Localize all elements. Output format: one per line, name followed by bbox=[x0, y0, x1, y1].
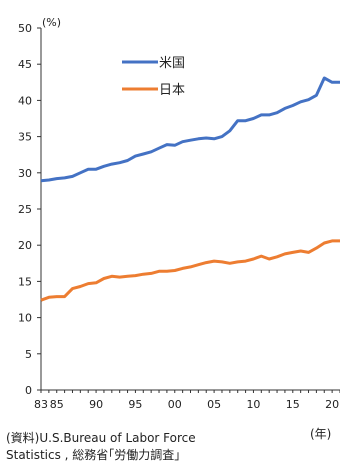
x-tick-label: 00 bbox=[168, 398, 182, 411]
x-tick-label: 05 bbox=[207, 398, 221, 411]
y-tick-label: 10 bbox=[18, 312, 32, 325]
x-tick-label: 90 bbox=[89, 398, 103, 411]
series-line-usa bbox=[40, 76, 340, 183]
x-axis-unit-label: (年) bbox=[310, 427, 332, 441]
y-tick-label: 40 bbox=[18, 94, 32, 107]
y-tick-label: 5 bbox=[25, 348, 32, 361]
legend-label-usa: 米国 bbox=[159, 56, 185, 71]
source-note-line-2: Statistics , 総務省｢労働力調査｣ bbox=[6, 448, 181, 462]
y-tick-label: 35 bbox=[18, 131, 32, 144]
legend-label-japan: 日本 bbox=[159, 83, 185, 98]
x-tick-label: 10 bbox=[246, 398, 260, 411]
source-note-line-1: (資料)U.S.Bureau of Labor Force bbox=[6, 431, 196, 445]
x-tick-label: 95 bbox=[128, 398, 142, 411]
series-line-japan bbox=[40, 239, 340, 302]
x-tick-label: 85 bbox=[50, 398, 64, 411]
y-tick-label: 20 bbox=[18, 239, 32, 252]
y-tick-label: 45 bbox=[18, 58, 32, 71]
y-tick-label: 15 bbox=[18, 275, 32, 288]
y-tick-label: 50 bbox=[18, 22, 32, 35]
y-axis-label: (%) bbox=[42, 16, 61, 29]
x-tick-label: 20 bbox=[325, 398, 339, 411]
y-tick-label: 25 bbox=[18, 203, 32, 216]
y-tick-label: 30 bbox=[18, 167, 32, 180]
x-tick-label: 83 bbox=[34, 398, 48, 411]
y-tick-label: 0 bbox=[25, 384, 32, 397]
x-tick-label: 15 bbox=[286, 398, 300, 411]
